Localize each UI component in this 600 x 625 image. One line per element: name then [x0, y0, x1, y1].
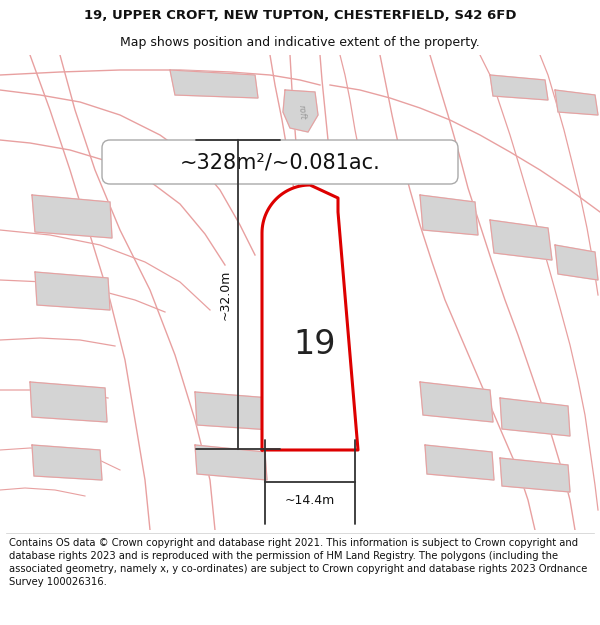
Polygon shape: [490, 220, 552, 260]
Text: Contains OS data © Crown copyright and database right 2021. This information is : Contains OS data © Crown copyright and d…: [9, 538, 587, 588]
Polygon shape: [195, 392, 272, 430]
Polygon shape: [490, 75, 548, 100]
Polygon shape: [420, 195, 478, 235]
Polygon shape: [35, 272, 110, 310]
Polygon shape: [30, 382, 107, 422]
Polygon shape: [420, 382, 493, 422]
Polygon shape: [555, 90, 598, 115]
Text: ~328m²/~0.081ac.: ~328m²/~0.081ac.: [179, 152, 380, 172]
Polygon shape: [500, 398, 570, 436]
Text: Map shows position and indicative extent of the property.: Map shows position and indicative extent…: [120, 36, 480, 49]
Polygon shape: [32, 445, 102, 480]
Text: ~32.0m: ~32.0m: [219, 269, 232, 319]
Text: 19: 19: [294, 329, 336, 361]
Polygon shape: [32, 195, 112, 238]
Text: roft: roft: [297, 104, 307, 120]
Polygon shape: [262, 185, 358, 450]
Polygon shape: [283, 90, 318, 132]
Text: 19, UPPER CROFT, NEW TUPTON, CHESTERFIELD, S42 6FD: 19, UPPER CROFT, NEW TUPTON, CHESTERFIEL…: [84, 9, 516, 22]
FancyBboxPatch shape: [102, 140, 458, 184]
Polygon shape: [500, 458, 570, 492]
Text: ~14.4m: ~14.4m: [285, 494, 335, 507]
Polygon shape: [170, 70, 258, 98]
Polygon shape: [555, 245, 598, 280]
Polygon shape: [425, 445, 494, 480]
Polygon shape: [195, 445, 267, 480]
